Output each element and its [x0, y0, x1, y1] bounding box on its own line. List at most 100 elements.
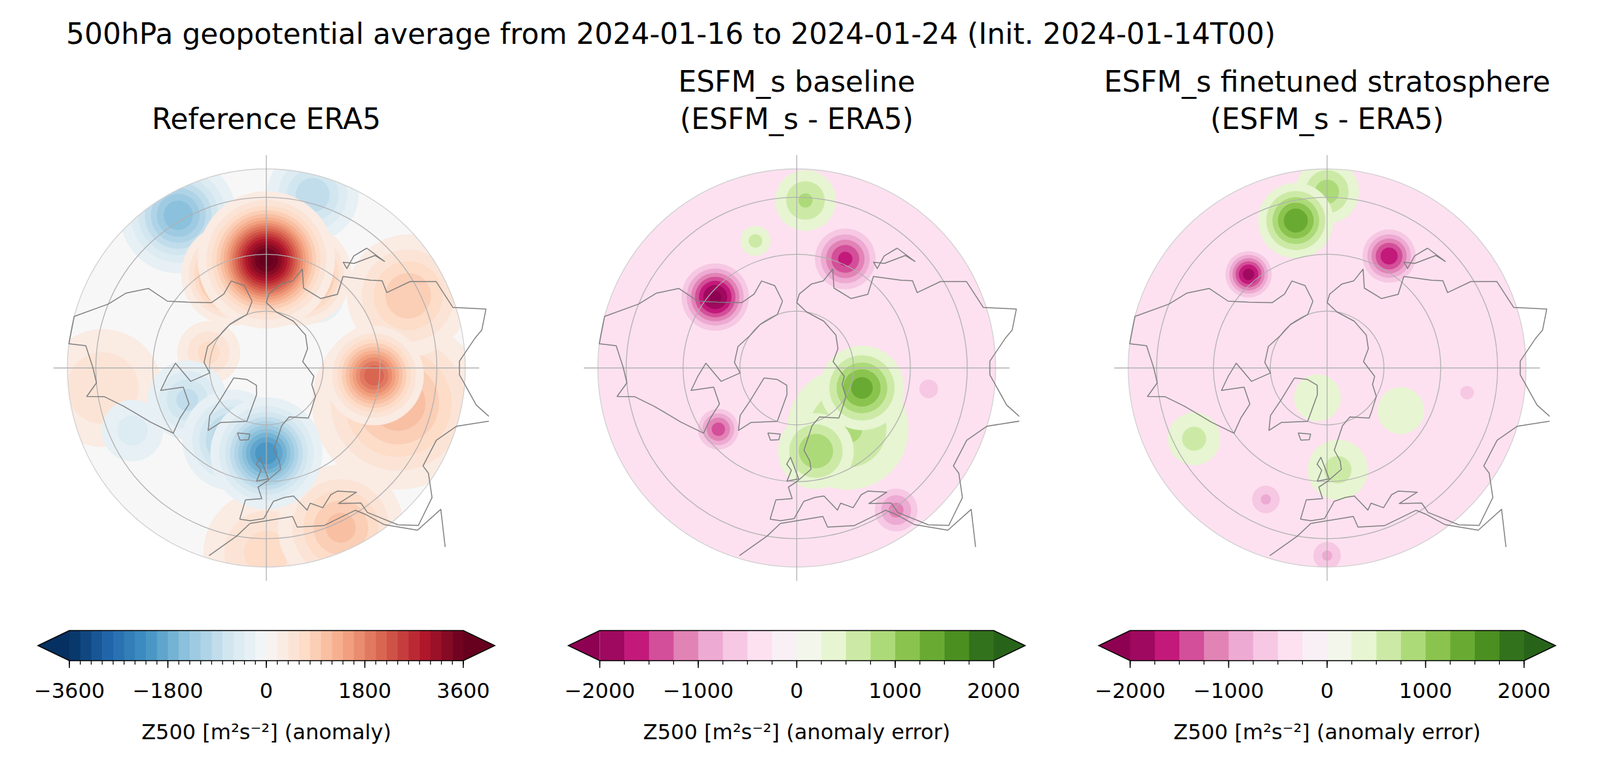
anomaly-contour: [352, 353, 396, 397]
colorbar-minor-tick: [722, 660, 724, 665]
colorbar-band: [1278, 630, 1303, 661]
colorbar-tick: [364, 660, 366, 668]
colorbar-band: [1302, 630, 1328, 661]
panel-subtitle: (ESFM_s - ERA5): [679, 102, 914, 137]
colorbar-band: [1425, 630, 1451, 661]
colorbar-band: [321, 630, 333, 661]
colorbar-minor-tick: [232, 660, 234, 665]
colorbar-band: [102, 630, 114, 661]
anomaly-contour: [156, 193, 200, 237]
anomaly-contour: [312, 316, 485, 489]
colorbar-minor-tick: [870, 660, 872, 665]
colorbar-band: [870, 630, 896, 661]
colorbar-tick-label: −2000: [564, 677, 635, 703]
coastline: [208, 377, 257, 430]
colorbar-extend-low: [37, 630, 70, 661]
colorbar-band: [1401, 630, 1426, 661]
field: [1069, 110, 1585, 626]
anomaly-contour: [912, 372, 945, 406]
coastline: [1269, 509, 1506, 556]
anomaly-contour: [836, 362, 888, 414]
colorbar-band: [342, 630, 355, 661]
panel: Reference ERA5 −3600−1800018003600Z500 [m…: [34, 102, 495, 745]
colorbar-minor-tick: [134, 660, 136, 665]
colorbar-minor-tick: [189, 660, 190, 665]
colorbar-minor-tick: [156, 660, 158, 665]
anomaly-contour: [919, 379, 939, 399]
colorbar-band: [397, 630, 409, 661]
colorbar-minor-tick: [320, 660, 322, 665]
colorbar-band: [419, 630, 431, 661]
colorbar-band: [1475, 630, 1500, 661]
coastline: [208, 509, 445, 556]
colorbar-label: Z500 [m²s⁻²] (anomaly): [141, 719, 392, 745]
colorbar-tick-label: 0: [789, 677, 803, 703]
colorbar-band: [969, 630, 995, 661]
colorbar-band: [299, 630, 311, 661]
colorbar-minor-tick: [145, 660, 146, 665]
coastline: [738, 377, 788, 430]
anomaly-contour: [1181, 426, 1207, 451]
colorbar-tick-label: 0: [1320, 677, 1334, 703]
colorbar-band: [386, 630, 398, 661]
colorbar-minor-tick: [123, 660, 125, 665]
anomaly-contour: [539, 110, 1055, 626]
colorbar-minor-tick: [1474, 660, 1476, 665]
anomaly-contour: [1362, 229, 1417, 283]
anomaly-contour: [829, 355, 895, 421]
panel-title: Reference ERA5: [151, 102, 381, 136]
colorbar-minor-tick: [1449, 660, 1451, 665]
anomaly-contour: [355, 357, 392, 394]
colorbar-band: [145, 630, 158, 661]
anomaly-contour: [851, 376, 873, 399]
anomaly-contour: [740, 225, 771, 256]
anomaly-contour: [1219, 245, 1277, 303]
coastline: [599, 280, 783, 433]
colorbar-minor-tick: [1277, 660, 1279, 665]
colorbar-minor-tick: [673, 660, 675, 665]
anomaly-contour: [363, 365, 384, 385]
colorbar-minor-tick: [255, 660, 256, 665]
anomaly-contour: [359, 361, 389, 391]
colorbar-minor-tick: [287, 660, 289, 665]
colorbar-band: [821, 630, 847, 661]
colorbar-band: [310, 630, 322, 661]
colorbar-band: [375, 630, 387, 661]
colorbar-band: [178, 630, 190, 661]
anomaly-contour: [1251, 485, 1280, 514]
colorbar-minor-tick: [386, 660, 387, 665]
coastline: [1129, 280, 1313, 433]
colorbar-tick: [1523, 660, 1525, 668]
colorbar-band: [233, 630, 245, 661]
colorbar-minor-tick: [919, 660, 921, 665]
colorbar-band: [723, 630, 748, 661]
colorbar-minor-tick: [309, 660, 311, 665]
colorbar-minor-tick: [299, 660, 300, 665]
colorbar-minor-tick: [968, 660, 970, 665]
colorbar-tick: [265, 660, 267, 668]
colorbar-label: Z500 [m²s⁻²] (anomaly error): [1173, 719, 1481, 745]
anomaly-contour: [1168, 412, 1221, 465]
colorbar: −3600−1800018003600Z500 [m²s⁻²] (anomaly…: [34, 630, 495, 745]
colorbar-minor-tick: [331, 660, 333, 665]
anomaly-contour: [117, 414, 148, 445]
colorbar-tick: [1425, 660, 1427, 668]
panel: ESFM_s baseline(ESFM_s - ERA5)−2000−1000…: [539, 64, 1055, 745]
colorbar-tick-label: −1800: [132, 677, 203, 703]
colorbar-band: [1450, 630, 1476, 661]
coastline: [1317, 457, 1330, 482]
colorbar-minor-tick: [102, 660, 103, 665]
coastline: [739, 509, 976, 556]
colorbar-minor-tick: [820, 660, 822, 665]
colorbar-tick-label: 1800: [338, 677, 392, 703]
meridian: [1326, 155, 1328, 582]
anomaly-contour: [1242, 268, 1255, 281]
anomaly-contour: [1069, 110, 1585, 626]
anomaly-contour: [1235, 261, 1262, 288]
colorbar-band: [895, 630, 921, 661]
colorbar-band: [797, 630, 822, 661]
anomaly-contour: [385, 272, 432, 319]
anomaly-contour: [324, 325, 425, 425]
colorbar-band: [846, 630, 872, 661]
colorbar-band: [430, 630, 442, 661]
